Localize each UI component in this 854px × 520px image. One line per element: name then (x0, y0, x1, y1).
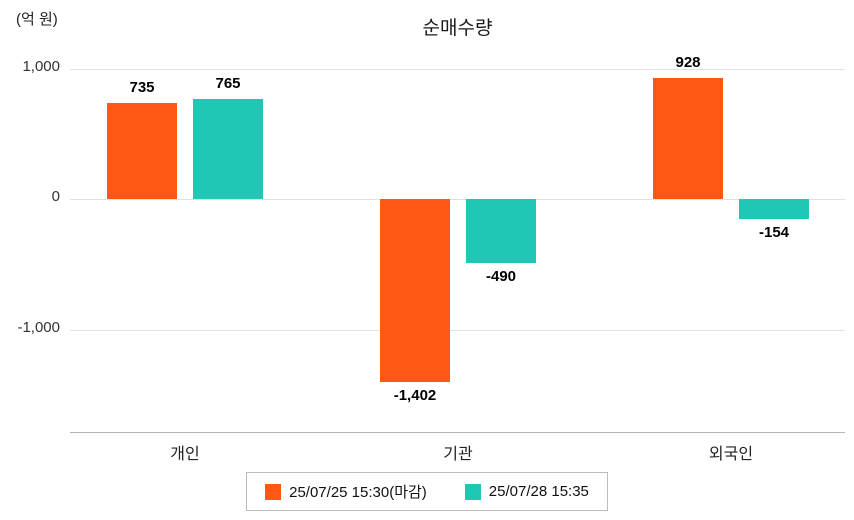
legend-swatch-icon (464, 483, 481, 500)
chart-title: 순매수량 (422, 18, 493, 39)
category-label: 기관 (443, 446, 473, 463)
bar-value-label: 928 (675, 53, 701, 71)
bar-s2-c1 (193, 99, 263, 199)
bar-value-label: 765 (215, 75, 241, 93)
legend-label: 25/07/25 15:30(마감) (289, 484, 427, 501)
bar-s2-c2 (466, 199, 536, 263)
bar-value-label: -490 (485, 267, 517, 285)
legend: 25/07/25 15:30(마감) 25/07/28 15:35 (0, 472, 854, 511)
legend-label: 25/07/28 15:35 (488, 483, 589, 500)
bar-s1-c3 (653, 77, 723, 199)
category-label: 외국인 (708, 446, 754, 463)
bar-s1-c2 (380, 199, 450, 382)
y-tick-label: -1,000 (17, 318, 60, 336)
y-tick-label: 0 (51, 188, 60, 205)
gridline--1000 (70, 329, 845, 331)
legend-swatch-icon (265, 483, 282, 500)
x-axis-line (70, 432, 845, 433)
bar-s2-c3 (739, 199, 809, 220)
category-label: 개인 (170, 446, 200, 463)
bar-value-label: -154 (758, 224, 790, 242)
gridline-0 (70, 199, 845, 200)
bar-s1-c1 (107, 103, 177, 199)
legend-item-s2: 25/07/28 15:35 (464, 483, 589, 500)
y-axis-unit-label: (억 원) (16, 11, 58, 28)
gridline-1000 (70, 68, 845, 70)
bar-value-label: -1,402 (393, 386, 437, 404)
legend-box: 25/07/25 15:30(마감) 25/07/28 15:35 (246, 472, 608, 511)
y-tick-label: 1,000 (22, 57, 60, 75)
legend-item-s1: 25/07/25 15:30(마감) (265, 481, 427, 502)
bar-value-label: 735 (129, 79, 155, 97)
